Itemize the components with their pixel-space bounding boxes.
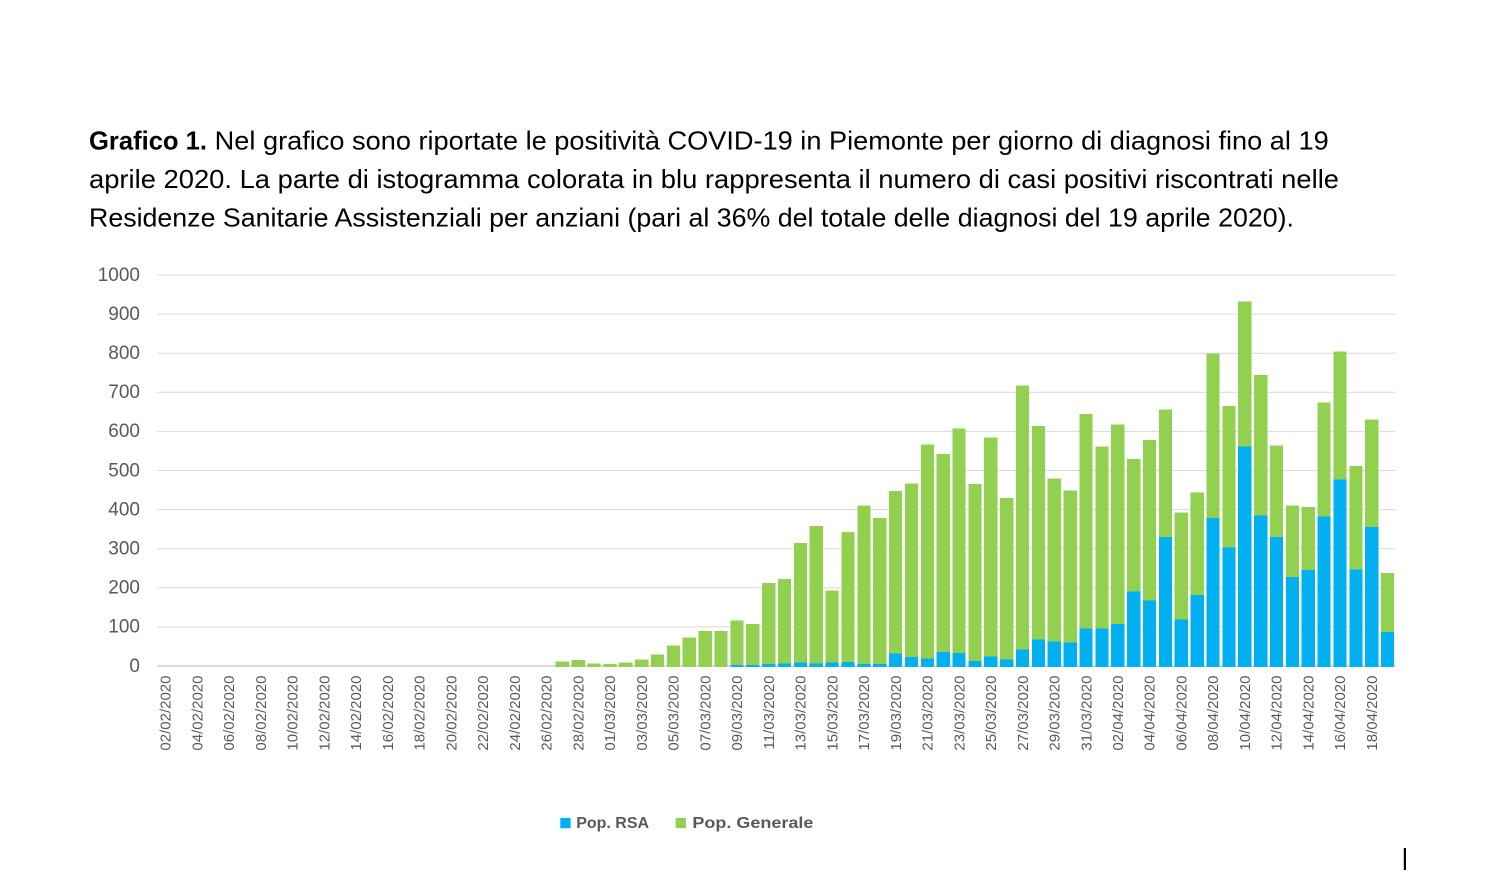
svg-text:900: 900 (108, 304, 140, 325)
svg-text:04/02/2020: 04/02/2020 (189, 676, 206, 751)
svg-text:Pop. RSA: Pop. RSA (576, 815, 649, 832)
svg-text:29/03/2020: 29/03/2020 (1047, 676, 1064, 751)
svg-text:100: 100 (108, 617, 140, 638)
svg-text:05/03/2020: 05/03/2020 (666, 676, 683, 751)
svg-text:Pop. Generale: Pop. Generale (692, 815, 813, 832)
svg-text:10/02/2020: 10/02/2020 (285, 676, 302, 751)
svg-text:17/03/2020: 17/03/2020 (856, 676, 873, 751)
svg-text:15/03/2020: 15/03/2020 (824, 676, 841, 751)
svg-text:31/03/2020: 31/03/2020 (1078, 676, 1095, 751)
svg-text:300: 300 (108, 539, 140, 560)
svg-text:800: 800 (108, 343, 140, 364)
svg-text:28/02/2020: 28/02/2020 (570, 676, 587, 751)
svg-text:07/03/2020: 07/03/2020 (697, 676, 714, 751)
svg-text:24/02/2020: 24/02/2020 (507, 676, 524, 751)
svg-text:14/04/2020: 14/04/2020 (1300, 676, 1317, 751)
svg-text:Nel grafico sono riportate le: Nel grafico sono riportate le positività… (215, 126, 1329, 156)
svg-text:02/04/2020: 02/04/2020 (1110, 676, 1127, 751)
svg-text:10/04/2020: 10/04/2020 (1237, 676, 1254, 751)
svg-text:400: 400 (108, 499, 140, 520)
svg-text:18/02/2020: 18/02/2020 (412, 676, 429, 751)
svg-text:26/02/2020: 26/02/2020 (539, 676, 556, 751)
svg-text:12/02/2020: 12/02/2020 (316, 676, 333, 751)
svg-text:14/02/2020: 14/02/2020 (348, 676, 365, 751)
svg-text:04/04/2020: 04/04/2020 (1142, 676, 1159, 751)
svg-text:08/02/2020: 08/02/2020 (253, 676, 270, 751)
svg-text:16/04/2020: 16/04/2020 (1332, 676, 1349, 751)
svg-text:02/02/2020: 02/02/2020 (158, 676, 175, 751)
svg-text:11/03/2020: 11/03/2020 (761, 676, 778, 750)
svg-text:500: 500 (108, 460, 140, 481)
svg-text:25/03/2020: 25/03/2020 (983, 676, 1000, 751)
svg-text:600: 600 (108, 421, 140, 442)
svg-text:12/04/2020: 12/04/2020 (1269, 676, 1286, 751)
svg-text:13/03/2020: 13/03/2020 (793, 676, 810, 751)
svg-text:21/03/2020: 21/03/2020 (920, 676, 937, 751)
svg-text:08/04/2020: 08/04/2020 (1205, 676, 1222, 751)
svg-text:01/03/2020: 01/03/2020 (602, 676, 619, 751)
svg-text:Grafico 1.: Grafico 1. (89, 126, 207, 156)
svg-text:19/03/2020: 19/03/2020 (888, 676, 905, 751)
svg-text:18/04/2020: 18/04/2020 (1364, 676, 1381, 751)
svg-text:200: 200 (108, 578, 140, 599)
svg-text:09/03/2020: 09/03/2020 (729, 676, 746, 751)
svg-text:06/02/2020: 06/02/2020 (221, 676, 238, 751)
svg-text:23/03/2020: 23/03/2020 (951, 676, 968, 751)
svg-text:20/02/2020: 20/02/2020 (443, 676, 460, 751)
svg-text:16/02/2020: 16/02/2020 (380, 676, 397, 751)
svg-text:27/03/2020: 27/03/2020 (1015, 676, 1032, 751)
svg-text:06/04/2020: 06/04/2020 (1173, 676, 1190, 751)
svg-text:1000: 1000 (98, 265, 140, 286)
svg-text:700: 700 (108, 382, 140, 403)
svg-text:0: 0 (129, 656, 140, 677)
svg-text:22/02/2020: 22/02/2020 (475, 676, 492, 751)
svg-text:03/03/2020: 03/03/2020 (634, 676, 651, 751)
svg-text:aprile 2020. La parte di istog: aprile 2020. La parte di istogramma colo… (89, 164, 1339, 194)
svg-text:Residenze Sanitarie Assistenzi: Residenze Sanitarie Assistenziali per an… (89, 203, 1294, 233)
